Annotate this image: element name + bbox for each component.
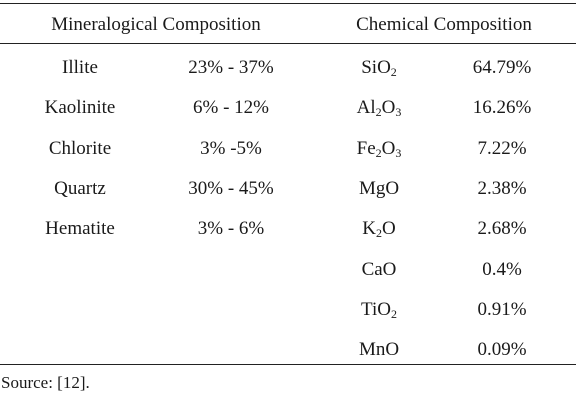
formula-element: O (381, 137, 396, 159)
formula-element: MnO (358, 339, 400, 361)
compound-percent: 7.22% (477, 137, 527, 159)
source-note: Source: [12]. (1, 373, 90, 392)
header-rule (0, 43, 576, 44)
table-row: Illite 23% - 37% SiO2 64.79% (0, 48, 576, 88)
compound-formula: MnO (338, 330, 420, 370)
formula-element: MgO (358, 177, 400, 199)
table-row: Chlorite 3% -5% Fe2O3 7.22% (0, 129, 576, 169)
formula-element: Al (356, 97, 376, 119)
header-chemical: Chemical Composition (356, 14, 532, 35)
mineral-name: Chlorite (48, 137, 112, 159)
formula-element: Si (361, 57, 378, 78)
mineral-name: Kaolinite (44, 97, 116, 119)
compound-percent: 0.09% (477, 339, 527, 361)
compound-percent: 2.38% (477, 177, 527, 199)
formula-element: O (381, 97, 396, 119)
compound-formula: TiO2 (338, 290, 420, 330)
formula-subscript: 2 (390, 65, 397, 79)
compound-percent: 64.79% (472, 57, 532, 78)
mineral-range: 3% -5% (200, 137, 262, 159)
formula-subscript: 2 (375, 145, 382, 160)
formula-element: Ti (361, 298, 378, 320)
mineral-name: Quartz (54, 177, 106, 199)
mineral-range: 30% - 45% (188, 177, 274, 199)
formula-element: O (377, 57, 391, 78)
compound-formula: CaO (338, 250, 420, 290)
formula-subscript: 3 (395, 105, 402, 120)
mineral-range: 6% - 12% (193, 97, 269, 119)
table-row: CaO 0.4% (0, 250, 576, 290)
formula-subscript: 2 (376, 226, 382, 241)
compound-percent: 0.4% (482, 258, 522, 280)
table-bottom-rule (0, 364, 576, 365)
mineral-range: 23% - 37% (188, 57, 274, 78)
formula-element: O (382, 218, 396, 240)
compound-percent: 2.68% (477, 218, 527, 240)
formula-subscript: 3 (395, 145, 402, 160)
compound-formula: Al2O3 (338, 88, 420, 128)
compound-formula: MgO (338, 169, 420, 209)
table-row: TiO2 0.91% (0, 290, 576, 330)
formula-element: K (362, 218, 376, 240)
header-mineralogical: Mineralogical Composition (51, 14, 261, 35)
formula-element: Fe (356, 137, 376, 159)
table-row: Quartz 30% - 45% MgO 2.38% (0, 169, 576, 209)
mineral-name: Hematite (45, 218, 115, 240)
compound-formula: K2O (338, 209, 420, 249)
compound-formula: Fe2O3 (338, 129, 420, 169)
table-top-rule (0, 3, 576, 4)
table-row: Hematite 3% - 6% K2O 2.68% (0, 209, 576, 249)
formula-element: CaO (361, 258, 397, 280)
formula-subscript: 2 (375, 105, 382, 120)
compound-percent: 0.91% (477, 298, 527, 320)
mineral-range: 3% - 6% (197, 218, 265, 240)
mineral-name: Illite (62, 57, 98, 78)
table-row: MnO 0.09% (0, 330, 576, 370)
table-row: Kaolinite 6% - 12% Al2O3 16.26% (0, 88, 576, 128)
formula-element: O (377, 298, 391, 320)
compound-formula: SiO2 (338, 48, 420, 88)
formula-subscript: 2 (390, 306, 397, 321)
compound-percent: 16.26% (472, 97, 532, 119)
